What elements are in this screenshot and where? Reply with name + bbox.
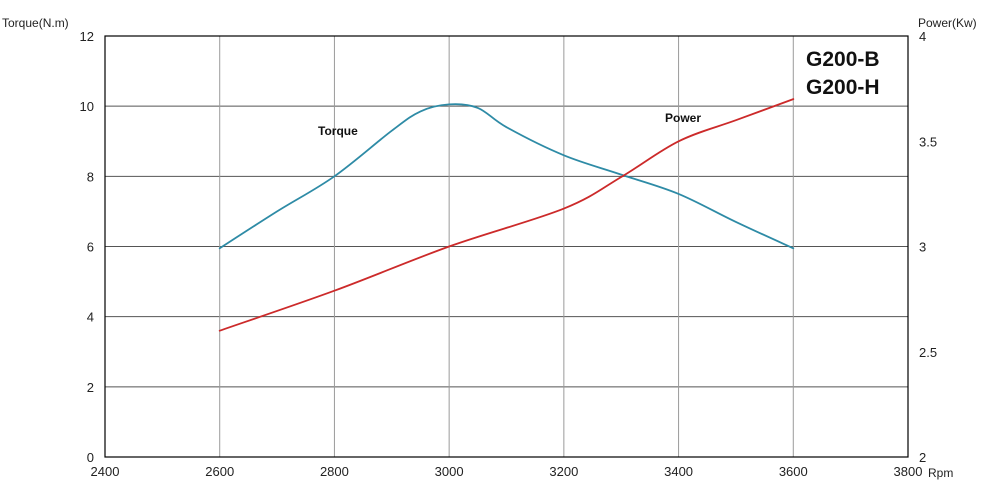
torque-series-label: Torque	[318, 124, 358, 138]
plot-frame	[104, 35, 909, 458]
x-tick-label: 2800	[320, 464, 349, 479]
y-right-tick-label: 2.5	[919, 345, 937, 360]
y-left-tick-label: 12	[80, 29, 94, 44]
series-lines	[218, 98, 795, 332]
x-tick-label: 3600	[779, 464, 808, 479]
x-axis-title: Rpm	[928, 466, 953, 480]
x-tick-label: 2400	[91, 464, 120, 479]
x-tick-label: 3800	[894, 464, 923, 479]
y-right-tick-label: 3	[919, 240, 926, 255]
x-tick-label: 2600	[205, 464, 234, 479]
model-label-1: G200-B	[806, 48, 880, 71]
y-left-tick-label: 2	[87, 380, 94, 395]
y-left-tick-label: 8	[87, 169, 94, 184]
y-right-tick-label: 2	[919, 450, 926, 465]
torque-line	[218, 103, 795, 250]
x-tick-label: 3400	[664, 464, 693, 479]
tick-labels: 2400 2600 2800 3000 3200 3400 3600 3800 0 2 4 6 8 10 1…	[80, 29, 938, 479]
x-tick-label: 3200	[549, 464, 578, 479]
x-tick-label: 3000	[435, 464, 464, 479]
y-left-tick-label: 10	[80, 99, 94, 114]
y-right-axis-title: Power(Kw)	[918, 16, 977, 30]
y-left-tick-label: 4	[87, 310, 94, 325]
y-left-tick-label: 6	[87, 240, 94, 255]
power-line	[218, 98, 795, 332]
model-label-2: G200-H	[806, 76, 880, 99]
power-series-label: Power	[665, 111, 701, 125]
grid	[105, 36, 908, 457]
y-left-axis-title: Torque(N.m)	[2, 16, 69, 30]
y-left-tick-label: 0	[87, 450, 94, 465]
y-right-tick-label: 4	[919, 29, 926, 44]
y-right-tick-label: 3.5	[919, 134, 937, 149]
